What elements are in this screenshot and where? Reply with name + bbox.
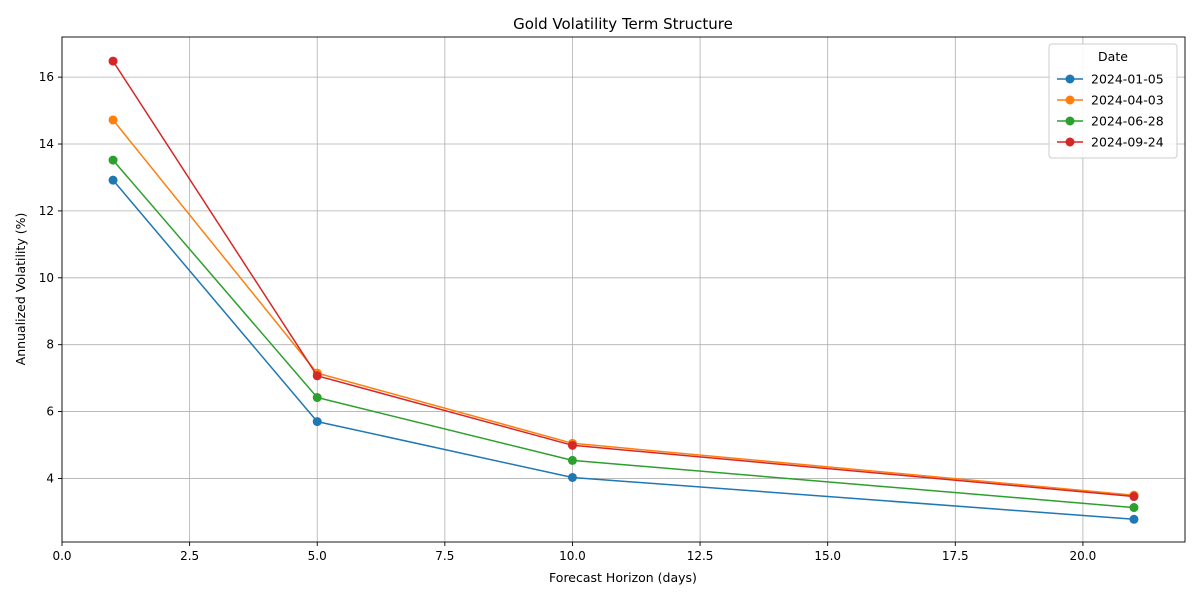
legend-title: Date: [1098, 49, 1128, 64]
series-line: [112, 159, 1135, 509]
data-point: [108, 115, 118, 125]
legend-item: 2024-04-03: [1057, 93, 1164, 108]
series-line: [112, 179, 1135, 521]
y-axis-ticks: 4 6 8 10 12 14 16: [39, 70, 62, 485]
axes: [61, 36, 1186, 543]
legend-label: 2024-06-28: [1091, 114, 1164, 129]
series-2024-09-24: [108, 56, 1139, 502]
legend-swatch-marker: [1065, 116, 1075, 126]
legend-label: 2024-01-05: [1091, 72, 1164, 87]
legend-item: 2024-09-24: [1057, 135, 1164, 150]
legend-label: 2024-09-24: [1091, 135, 1164, 150]
legend-item: 2024-06-28: [1057, 114, 1164, 129]
y-axis-title: Annualized Volatility (%): [13, 213, 28, 366]
series-layer: [108, 56, 1139, 524]
x-tick-label: 2.5: [180, 549, 199, 563]
x-tick-label: 12.5: [687, 549, 714, 563]
grid: [61, 37, 1185, 542]
y-tick-label: 10: [39, 271, 54, 285]
x-axis-title: Forecast Horizon (days): [549, 570, 697, 585]
x-tick-label: 17.5: [942, 549, 969, 563]
data-point: [312, 371, 322, 381]
legend-swatch-marker: [1065, 137, 1075, 147]
series-2024-06-28: [108, 155, 1139, 513]
x-tick-label: 5.0: [308, 549, 327, 563]
data-point: [567, 455, 577, 465]
y-tick-label: 14: [39, 137, 54, 151]
data-point: [108, 155, 118, 165]
data-point: [312, 417, 322, 427]
series-line: [112, 119, 1135, 496]
legend-swatch-marker: [1065, 74, 1075, 84]
legend-label: 2024-04-03: [1091, 93, 1164, 108]
data-point: [108, 175, 118, 185]
x-axis-ticks: 0.0 2.5 5.0 7.5 10.0 12.5 15.0 17.5 20.0: [52, 542, 1096, 563]
data-point: [1129, 514, 1139, 524]
legend: Date 2024-01-05 2024-04-03 2024-06-28 2024-0…: [1048, 43, 1178, 159]
plot-frame: [61, 36, 1186, 543]
series-2024-04-03: [108, 115, 1139, 500]
y-tick-label: 16: [39, 70, 54, 84]
legend-swatch-marker: [1065, 95, 1075, 105]
y-tick-label: 12: [39, 204, 54, 218]
x-tick-label: 10.0: [559, 549, 586, 563]
series-line: [112, 60, 1135, 498]
data-point: [567, 440, 577, 450]
data-point: [312, 393, 322, 403]
data-point: [108, 56, 118, 66]
data-point: [1129, 503, 1139, 513]
x-tick-label: 7.5: [435, 549, 454, 563]
x-tick-label: 15.0: [814, 549, 841, 563]
y-tick-label: 4: [46, 471, 54, 485]
y-tick-label: 6: [46, 405, 54, 419]
legend-item: 2024-01-05: [1057, 72, 1164, 87]
data-point: [567, 472, 577, 482]
series-2024-01-05: [108, 175, 1139, 524]
legend-box: [1048, 43, 1178, 159]
x-tick-label: 0.0: [52, 549, 71, 563]
y-tick-label: 8: [46, 338, 54, 352]
data-point: [1129, 492, 1139, 502]
x-tick-label: 20.0: [1070, 549, 1097, 563]
chart-title: Gold Volatility Term Structure: [513, 15, 733, 33]
